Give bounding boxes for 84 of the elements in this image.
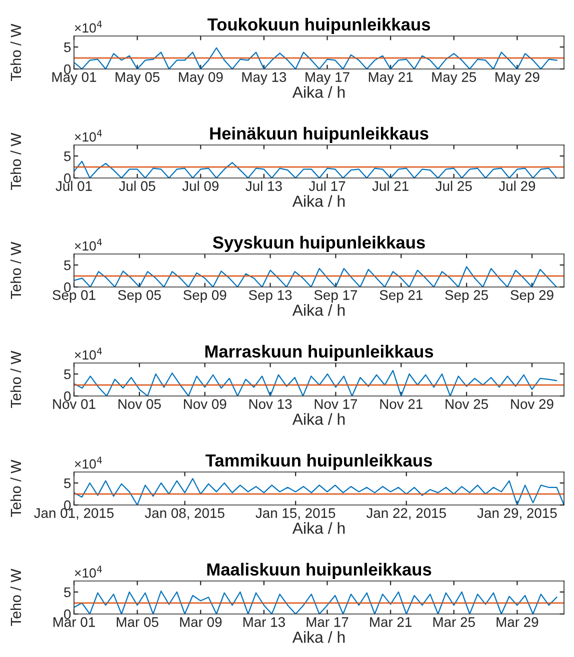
line-series — [74, 590, 558, 614]
y-tick-label: 0 — [64, 609, 71, 620]
x-tick-label: Jul 21 — [372, 180, 408, 191]
line-series — [74, 160, 558, 178]
y-tick-label: 5 — [64, 369, 71, 380]
x-tick-label: Jul 09 — [182, 180, 218, 191]
x-tick-label: Nov 21 — [380, 399, 422, 409]
x-axis-title: Aika / h — [292, 86, 345, 98]
text: ×10$^{4}$ — [74, 456, 102, 469]
x-tick-label: Sep 25 — [445, 290, 488, 303]
y-tick-label: 5 — [64, 587, 71, 598]
line-series — [74, 47, 558, 69]
x-axis-title: Aika / h — [292, 304, 345, 316]
x-tick-label: Mar 21 — [370, 617, 412, 627]
text: ×10$^{4}$ — [74, 566, 102, 578]
y-axis-title: Teho / W — [10, 24, 22, 81]
text: ×10$^{4}$ — [74, 348, 102, 360]
x-tick-label: Nov 09 — [184, 399, 226, 409]
x-tick-label: Sep 09 — [183, 290, 226, 303]
x-tick-label: Mar 09 — [180, 617, 222, 627]
x-tick-label: Jul 25 — [436, 180, 472, 191]
x-axis-title: Aika / h — [292, 631, 345, 643]
text: ×10$^{4}$ — [74, 238, 102, 251]
x-tick-label: Nov 17 — [314, 399, 358, 409]
x-tick-label: Jan 08, 2015 — [144, 508, 224, 520]
line-series — [74, 266, 558, 287]
x-tick-label: Nov 01 — [53, 399, 96, 409]
x-tick-label: May 21 — [368, 72, 413, 85]
chart-title: Maaliskuun huipunleikkaus — [207, 562, 432, 580]
y-axis-title: Teho / W — [10, 460, 22, 517]
x-tick-label: Nov 29 — [511, 399, 554, 409]
x-tick-label: May 29 — [496, 72, 540, 85]
y-tick-label: 0 — [64, 64, 71, 74]
x-tick-label: Mar 17 — [306, 617, 348, 627]
x-tick-label: May 17 — [306, 72, 350, 85]
x-tick-label: Sep 21 — [380, 290, 422, 303]
line-series — [74, 370, 558, 396]
y-axis-title: Teho / W — [10, 242, 22, 299]
x-tick-label: Sep 17 — [314, 290, 358, 303]
chart-title: Tammikuun huipunleikkaus — [206, 454, 432, 470]
x-tick-label: Mar 13 — [243, 617, 285, 627]
x-axis-title: Aika / h — [292, 522, 345, 534]
chart-title: Syyskuun huipunleikkaus — [212, 236, 425, 252]
x-tick-label: May 25 — [432, 72, 476, 85]
chart-title: Toukokuun huipunleikkaus — [207, 18, 430, 34]
chart-title: Marraskuun huipunleikkaus — [205, 344, 434, 362]
y-tick-label: 5 — [64, 151, 71, 162]
x-tick-label: Jul 05 — [119, 180, 156, 191]
x-tick-label: Sep 13 — [248, 290, 292, 303]
text: ×10$^{4}$ — [74, 130, 102, 142]
x-tick-label: Jan 29, 2015 — [477, 508, 557, 520]
x-tick-label: Jan 01, 2015 — [34, 508, 114, 520]
y-axis-title: Teho / W — [10, 350, 22, 408]
x-axis-title: Aika / h — [292, 413, 345, 425]
x-tick-label: Mar 29 — [496, 617, 538, 627]
y-tick-label: 5 — [64, 478, 71, 488]
x-tick-label: Sep 05 — [118, 290, 161, 303]
x-tick-label: Mar 05 — [116, 617, 158, 627]
x-tick-label: Mar 01 — [54, 617, 95, 627]
y-tick-label: 0 — [64, 500, 71, 510]
y-axis-title: Teho / W — [10, 568, 22, 626]
x-axis-title: Aika / h — [292, 195, 345, 207]
y-tick-label: 0 — [64, 391, 71, 402]
x-tick-label: Sep 01 — [52, 290, 96, 303]
x-tick-label: Jul 29 — [498, 180, 536, 191]
x-tick-label: Nov 25 — [446, 399, 488, 409]
x-tick-label: May 13 — [242, 72, 286, 85]
x-tick-label: May 09 — [178, 72, 223, 85]
x-tick-label: Jan 22, 2015 — [366, 508, 446, 520]
x-tick-label: Jan 15, 2015 — [256, 508, 336, 520]
y-tick-label: 5 — [64, 260, 71, 270]
y-axis-title: Teho / W — [10, 132, 22, 190]
x-tick-label: Jul 13 — [246, 180, 282, 191]
x-tick-label: May 05 — [116, 72, 160, 85]
y-tick-label: 0 — [64, 282, 71, 292]
x-tick-label: Nov 13 — [249, 399, 292, 409]
x-tick-label: Jul 17 — [308, 180, 346, 191]
y-tick-label: 5 — [64, 42, 71, 52]
chart-title: Heinäkuun huipunleikkaus — [210, 126, 428, 144]
x-tick-label: May 01 — [52, 72, 96, 85]
x-tick-label: Nov 05 — [118, 399, 161, 409]
x-tick-label: Mar 25 — [433, 617, 475, 627]
text: ×10$^{4}$ — [74, 20, 102, 33]
x-tick-label: Sep 29 — [510, 290, 554, 303]
